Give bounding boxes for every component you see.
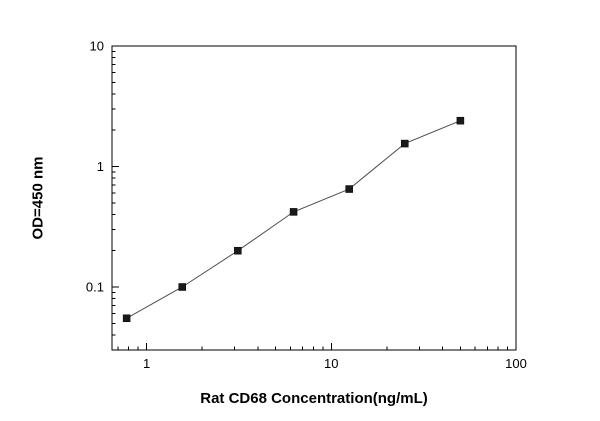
y-tick-label: 10: [90, 39, 104, 54]
x-tick-label: 10: [324, 356, 338, 371]
y-axis-title: OD=450 nm: [29, 156, 47, 240]
data-point-marker: [178, 283, 186, 291]
data-point-marker: [401, 139, 409, 148]
x-axis-title: Rat CD68 Concentration(ng/mL): [200, 390, 428, 407]
data-point-marker: [456, 116, 465, 125]
series-line: [126, 120, 461, 319]
data-point-marker: [345, 185, 353, 193]
data-point-marker: [234, 246, 242, 255]
y-tick-label: 1: [97, 159, 104, 174]
y-tick-label: 0.1: [86, 279, 104, 294]
data-point-marker: [289, 208, 298, 216]
x-tick-label: 100: [505, 356, 527, 371]
plot-frame: [111, 45, 517, 351]
x-tick-label: 1: [143, 356, 150, 371]
data-point-marker: [122, 314, 131, 323]
